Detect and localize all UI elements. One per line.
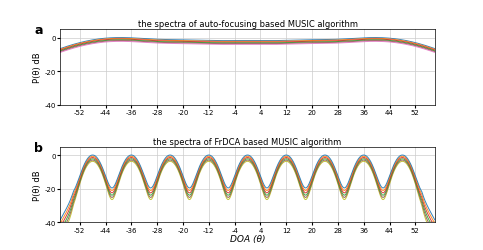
Y-axis label: P(θ) dB: P(θ) dB xyxy=(33,52,42,83)
Title: the spectra of FrDCA based MUSIC algorithm: the spectra of FrDCA based MUSIC algorit… xyxy=(154,137,341,146)
Text: b: b xyxy=(34,141,43,154)
Title: the spectra of auto-focusing based MUSIC algorithm: the spectra of auto-focusing based MUSIC… xyxy=(138,20,357,29)
Y-axis label: P(θ) dB: P(θ) dB xyxy=(33,170,42,200)
Text: a: a xyxy=(34,24,43,37)
X-axis label: DOA (θ): DOA (θ) xyxy=(230,234,265,243)
